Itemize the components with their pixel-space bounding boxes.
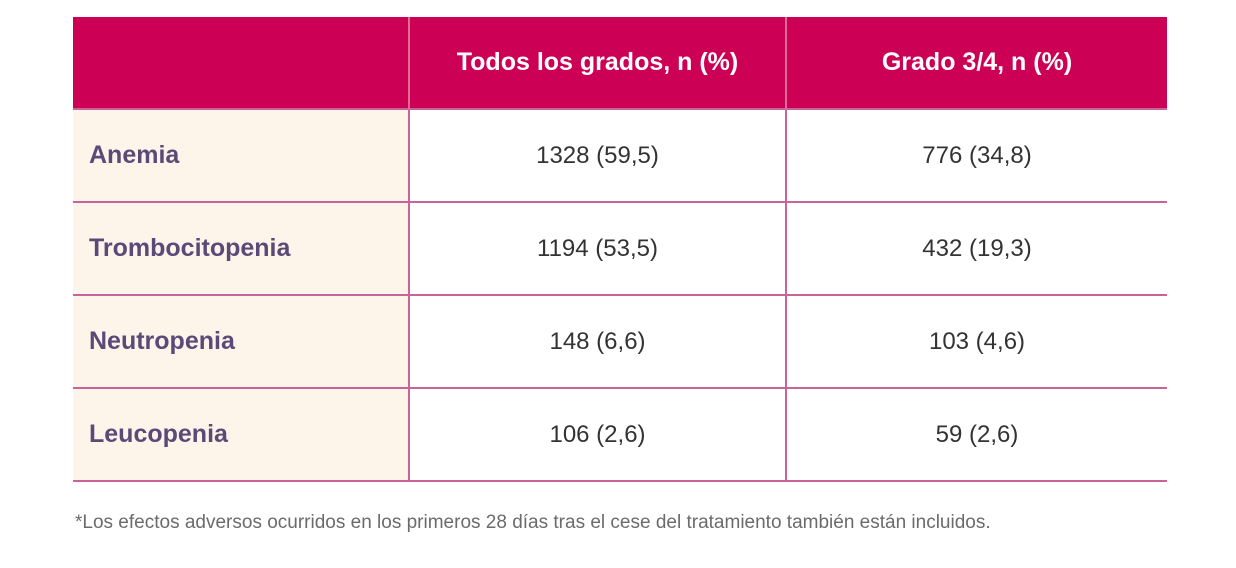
table-row: Trombocitopenia 1194 (53,5) 432 (19,3)	[73, 201, 1167, 295]
row-label: Leucopenia	[73, 387, 409, 482]
cell-grade-3-4: 776 (34,8)	[785, 108, 1167, 202]
cell-grade-3-4: 59 (2,6)	[785, 387, 1167, 482]
footnote: *Los efectos adversos ocurridos en los p…	[75, 512, 991, 533]
adverse-events-table: Todos los grados, n (%) Grado 3/4, n (%)…	[73, 17, 1167, 482]
table-row: Anemia 1328 (59,5) 776 (34,8)	[73, 108, 1167, 202]
header-empty	[73, 17, 409, 109]
header-row: Todos los grados, n (%) Grado 3/4, n (%)	[73, 17, 1167, 109]
header-all-grades: Todos los grados, n (%)	[408, 17, 786, 109]
cell-all-grades: 1328 (59,5)	[408, 108, 786, 202]
table-row: Leucopenia 106 (2,6) 59 (2,6)	[73, 387, 1167, 482]
cell-all-grades: 1194 (53,5)	[408, 201, 786, 295]
cell-all-grades: 106 (2,6)	[408, 387, 786, 482]
row-label: Trombocitopenia	[73, 201, 409, 295]
cell-grade-3-4: 103 (4,6)	[785, 294, 1167, 388]
row-label: Neutropenia	[73, 294, 409, 388]
header-grade-3-4: Grado 3/4, n (%)	[785, 17, 1167, 109]
cell-all-grades: 148 (6,6)	[408, 294, 786, 388]
table-row: Neutropenia 148 (6,6) 103 (4,6)	[73, 294, 1167, 388]
row-label: Anemia	[73, 108, 409, 202]
cell-grade-3-4: 432 (19,3)	[785, 201, 1167, 295]
